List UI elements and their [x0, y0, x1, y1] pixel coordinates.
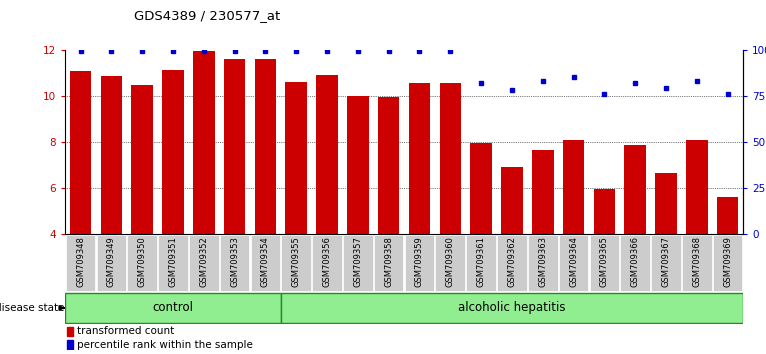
Text: GSM709353: GSM709353: [230, 236, 239, 287]
Text: GSM709364: GSM709364: [569, 236, 578, 287]
Text: percentile rank within the sample: percentile rank within the sample: [77, 339, 253, 350]
FancyBboxPatch shape: [250, 235, 280, 291]
Bar: [131, 85, 153, 234]
Text: GSM709348: GSM709348: [76, 236, 85, 287]
Text: GSM709349: GSM709349: [106, 236, 116, 287]
Bar: [655, 173, 677, 234]
Bar: [224, 59, 245, 234]
Text: GSM709363: GSM709363: [538, 236, 547, 287]
Text: GSM709352: GSM709352: [199, 236, 208, 287]
Bar: [563, 141, 584, 234]
Text: GSM709362: GSM709362: [507, 236, 516, 287]
FancyBboxPatch shape: [281, 293, 743, 323]
Bar: [162, 70, 184, 234]
Text: GSM709351: GSM709351: [169, 236, 178, 287]
Bar: [100, 76, 122, 234]
FancyBboxPatch shape: [590, 235, 619, 291]
Text: GSM709350: GSM709350: [138, 236, 146, 287]
Bar: [254, 59, 277, 234]
Bar: [440, 83, 461, 234]
Text: GSM709360: GSM709360: [446, 236, 455, 287]
FancyBboxPatch shape: [404, 235, 434, 291]
Text: GSM709367: GSM709367: [662, 236, 670, 287]
FancyBboxPatch shape: [713, 235, 742, 291]
Bar: [624, 145, 646, 234]
Bar: [67, 326, 74, 336]
Bar: [193, 51, 214, 234]
FancyBboxPatch shape: [313, 235, 342, 291]
FancyBboxPatch shape: [528, 235, 558, 291]
Bar: [717, 197, 738, 234]
Text: GSM709356: GSM709356: [322, 236, 332, 287]
FancyBboxPatch shape: [620, 235, 650, 291]
Text: GDS4389 / 230577_at: GDS4389 / 230577_at: [134, 9, 280, 22]
FancyBboxPatch shape: [374, 235, 404, 291]
Text: GSM709354: GSM709354: [261, 236, 270, 287]
FancyBboxPatch shape: [558, 235, 588, 291]
FancyBboxPatch shape: [189, 235, 218, 291]
Text: GSM709365: GSM709365: [600, 236, 609, 287]
FancyBboxPatch shape: [497, 235, 527, 291]
Bar: [67, 340, 74, 349]
Bar: [686, 141, 708, 234]
FancyBboxPatch shape: [281, 235, 311, 291]
Bar: [470, 143, 492, 234]
Text: GSM709366: GSM709366: [630, 236, 640, 287]
FancyBboxPatch shape: [158, 235, 188, 291]
FancyBboxPatch shape: [65, 293, 281, 323]
FancyBboxPatch shape: [466, 235, 496, 291]
Bar: [286, 82, 307, 234]
FancyBboxPatch shape: [127, 235, 157, 291]
Bar: [70, 72, 91, 234]
Text: GSM709368: GSM709368: [692, 236, 702, 287]
Text: GSM709358: GSM709358: [385, 236, 393, 287]
Bar: [532, 150, 554, 234]
Text: GSM709359: GSM709359: [415, 236, 424, 287]
Bar: [316, 75, 338, 234]
Text: GSM709361: GSM709361: [476, 236, 486, 287]
Bar: [501, 167, 522, 234]
Bar: [378, 97, 399, 234]
FancyBboxPatch shape: [97, 235, 126, 291]
Text: GSM709369: GSM709369: [723, 236, 732, 287]
FancyBboxPatch shape: [343, 235, 372, 291]
Text: disease state: disease state: [0, 303, 64, 313]
Text: GSM709355: GSM709355: [292, 236, 301, 287]
Text: control: control: [152, 302, 194, 314]
FancyBboxPatch shape: [682, 235, 712, 291]
Text: GSM709357: GSM709357: [353, 236, 362, 287]
FancyBboxPatch shape: [436, 235, 465, 291]
FancyBboxPatch shape: [66, 235, 95, 291]
Bar: [347, 96, 368, 234]
Bar: [594, 189, 615, 234]
Text: transformed count: transformed count: [77, 326, 174, 336]
Bar: [409, 83, 430, 234]
FancyBboxPatch shape: [651, 235, 681, 291]
Text: alcoholic hepatitis: alcoholic hepatitis: [458, 302, 565, 314]
FancyBboxPatch shape: [220, 235, 250, 291]
